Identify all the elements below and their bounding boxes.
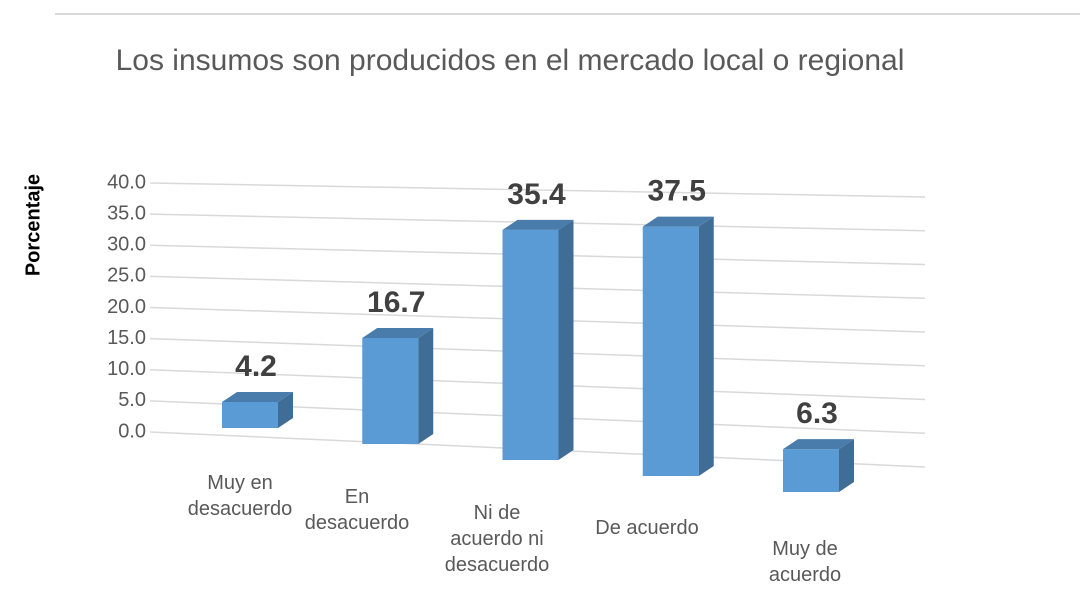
data-label: 4.2 xyxy=(235,350,277,383)
bar-side xyxy=(558,219,574,460)
bar-front xyxy=(642,226,699,476)
bar xyxy=(642,216,714,476)
bar xyxy=(502,219,574,460)
y-tick-label: 20.0 xyxy=(107,296,146,318)
bar-front xyxy=(362,337,419,444)
bar xyxy=(362,327,434,444)
x-tick-label: De acuerdo xyxy=(595,517,699,539)
y-tick-label: 25.0 xyxy=(107,265,146,287)
y-tick-label: 15.0 xyxy=(107,327,146,349)
bar-side xyxy=(839,439,854,492)
bar-side xyxy=(698,216,714,476)
data-label: 16.7 xyxy=(367,286,425,319)
bar-top xyxy=(222,391,293,402)
x-tick-label: Ni de acuerdo ni desacuerdo xyxy=(444,502,550,576)
bar-side xyxy=(418,327,434,444)
y-axis-label: Porcentaje xyxy=(22,174,44,276)
x-tick-label: En desacuerdo xyxy=(304,486,410,534)
y-tick-label: 30.0 xyxy=(107,234,146,256)
bar xyxy=(222,391,293,428)
bar-top xyxy=(783,439,854,450)
bar xyxy=(783,439,854,492)
bar-top xyxy=(362,327,434,338)
bar-front xyxy=(783,449,839,492)
bar-front xyxy=(502,229,559,460)
data-label: 6.3 xyxy=(796,397,838,430)
y-tick-label: 0.0 xyxy=(118,420,146,442)
bar-top xyxy=(642,216,714,227)
x-tick-label: Muy de acuerdo xyxy=(768,538,842,586)
bar-front xyxy=(222,401,278,428)
y-tick-label: 40.0 xyxy=(107,171,146,193)
bar-top xyxy=(502,219,574,230)
data-label: 37.5 xyxy=(648,175,706,208)
y-tick-label: 10.0 xyxy=(107,358,146,380)
bar-side xyxy=(278,391,293,428)
y-tick-label: 5.0 xyxy=(118,389,146,411)
grid-line xyxy=(149,182,926,198)
data-label: 35.4 xyxy=(507,178,566,211)
chart-title: Los insumos son producidos en el mercado… xyxy=(115,44,905,77)
y-tick-label: 35.0 xyxy=(107,202,146,224)
x-tick-label: Muy en desacuerdo xyxy=(187,472,293,520)
